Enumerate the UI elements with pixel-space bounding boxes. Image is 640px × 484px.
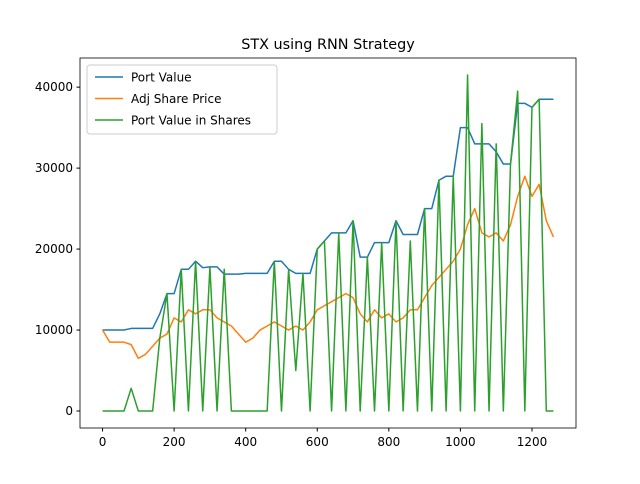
plot-frame [79, 57, 577, 429]
x-tick-label: 600 [306, 435, 329, 449]
x-tick-label: 200 [163, 435, 186, 449]
y-tick-label: 10000 [35, 323, 73, 337]
series-line [101, 175, 555, 360]
x-tick-label: 400 [234, 435, 257, 449]
legend-label: Port Value in Shares [131, 114, 251, 128]
y-tick-label: 30000 [35, 161, 73, 175]
x-tick-label: 800 [377, 435, 400, 449]
y-tick-label: 40000 [35, 80, 73, 94]
y-tick-label: 20000 [35, 242, 73, 256]
legend-label: Adj Share Price [131, 92, 221, 106]
legend-box [86, 64, 278, 135]
series-line [102, 74, 554, 412]
chart-title: STX using RNN Strategy [241, 37, 415, 53]
legend-label: Port Value [131, 71, 192, 85]
y-tick-label: 0 [65, 404, 73, 418]
x-tick-label: 0 [99, 435, 107, 449]
x-tick-label: 1200 [517, 435, 548, 449]
series-line [102, 98, 554, 331]
x-tick-label: 1000 [445, 435, 476, 449]
